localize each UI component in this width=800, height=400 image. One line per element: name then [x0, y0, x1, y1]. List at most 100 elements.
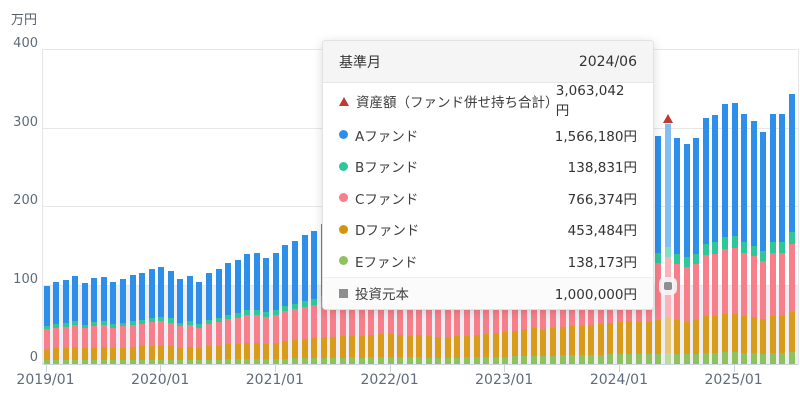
bar-hovered[interactable]: [664, 123, 671, 364]
bar-segment-b: [148, 317, 155, 322]
bar[interactable]: [100, 276, 107, 364]
bar[interactable]: [263, 258, 270, 364]
bar[interactable]: [205, 272, 212, 364]
bar[interactable]: [731, 102, 738, 364]
bar[interactable]: [129, 275, 136, 364]
bar-segment-e: [712, 352, 719, 364]
bar-segment-c: [683, 266, 690, 322]
bar-segment-e: [377, 357, 384, 364]
bar-segment-e: [272, 358, 279, 364]
bar-segment-e: [62, 360, 69, 364]
bar-segment-e: [540, 355, 547, 364]
bar-segment-e: [387, 357, 394, 364]
bar-segment-e: [655, 353, 662, 364]
bar-segment-c: [196, 327, 203, 349]
bar[interactable]: [282, 244, 289, 364]
bar[interactable]: [196, 282, 203, 364]
bar[interactable]: [62, 280, 69, 364]
bar-segment-d: [119, 347, 126, 361]
bar-segment-d: [387, 334, 394, 357]
bar[interactable]: [119, 279, 126, 364]
bar-segment-d: [129, 346, 136, 360]
bar-segment-d: [416, 335, 423, 358]
bar-segment-d: [435, 336, 442, 358]
bar[interactable]: [244, 254, 251, 364]
bar-segment-c: [301, 306, 308, 340]
bar-segment-b: [253, 309, 260, 315]
bar-segment-d: [406, 335, 413, 358]
bar-segment-d: [358, 336, 365, 358]
bar-segment-e: [464, 357, 470, 364]
bar-segment-c: [53, 327, 60, 349]
bar-segment-d: [597, 323, 604, 355]
bar[interactable]: [722, 104, 729, 364]
bar-segment-d: [741, 315, 748, 353]
bar-segment-e: [148, 359, 155, 364]
bar[interactable]: [712, 115, 719, 364]
bar[interactable]: [43, 285, 50, 364]
bar[interactable]: [683, 144, 690, 364]
bar[interactable]: [674, 137, 681, 364]
bar[interactable]: [750, 121, 757, 364]
bar-segment-c: [788, 244, 795, 312]
bar-segment-c: [492, 292, 499, 333]
bar[interactable]: [769, 113, 776, 364]
bar-segment-a: [139, 272, 146, 320]
bar-segment-c: [464, 298, 470, 336]
bar-segment-e: [636, 354, 643, 364]
bar[interactable]: [186, 276, 193, 364]
bar[interactable]: [655, 136, 662, 364]
bar-segment-a: [741, 113, 748, 242]
bar[interactable]: [91, 278, 98, 364]
bar-segment-a: [750, 121, 757, 246]
bar[interactable]: [788, 94, 795, 364]
bar-segment-e: [263, 359, 270, 364]
bar-segment-e: [454, 357, 461, 364]
bar-segment-a: [158, 267, 165, 317]
bar-segment-d: [683, 321, 690, 355]
bar-segment-b: [244, 310, 251, 316]
bar-segment-e: [349, 357, 356, 364]
bar[interactable]: [291, 240, 298, 364]
bar-segment-c: [177, 326, 184, 348]
bar-segment-a: [129, 275, 136, 321]
bar-segment-e: [43, 360, 50, 364]
bar-segment-e: [225, 359, 232, 364]
bar-segment-d: [158, 345, 165, 360]
bar-segment-e: [473, 357, 480, 364]
bar-segment-c: [368, 297, 375, 336]
bar[interactable]: [301, 235, 308, 364]
bar[interactable]: [779, 114, 786, 364]
bar[interactable]: [693, 137, 700, 364]
bar-segment-d: [664, 317, 671, 354]
bar-segment-c: [712, 253, 719, 316]
bar[interactable]: [148, 269, 155, 364]
bar[interactable]: [215, 269, 222, 364]
tooltip-header-value: 2024/06: [578, 53, 637, 70]
bar-segment-c: [129, 324, 136, 347]
bar-segment-a: [62, 280, 69, 323]
bar[interactable]: [702, 117, 709, 364]
bar[interactable]: [53, 282, 60, 364]
bar[interactable]: [311, 231, 318, 364]
bar[interactable]: [167, 270, 174, 364]
bar-segment-d: [769, 315, 776, 353]
bar-segment-a: [205, 272, 212, 320]
bar[interactable]: [741, 113, 748, 364]
bar[interactable]: [225, 262, 232, 364]
bar-segment-c: [72, 325, 79, 348]
bar-segment-c: [167, 322, 174, 346]
bar[interactable]: [177, 279, 184, 364]
bar[interactable]: [72, 276, 79, 364]
bar[interactable]: [139, 272, 146, 364]
bar[interactable]: [253, 252, 260, 364]
bar[interactable]: [760, 132, 767, 364]
bar[interactable]: [81, 283, 88, 364]
bar[interactable]: [110, 281, 117, 364]
bar[interactable]: [158, 267, 165, 364]
bar[interactable]: [234, 259, 241, 364]
bar-segment-d: [645, 321, 652, 355]
bar[interactable]: [272, 252, 279, 364]
tooltip-row-label: 資産額（ファンド併せ持ち合計）: [356, 95, 559, 111]
bar-segment-b: [693, 253, 700, 264]
